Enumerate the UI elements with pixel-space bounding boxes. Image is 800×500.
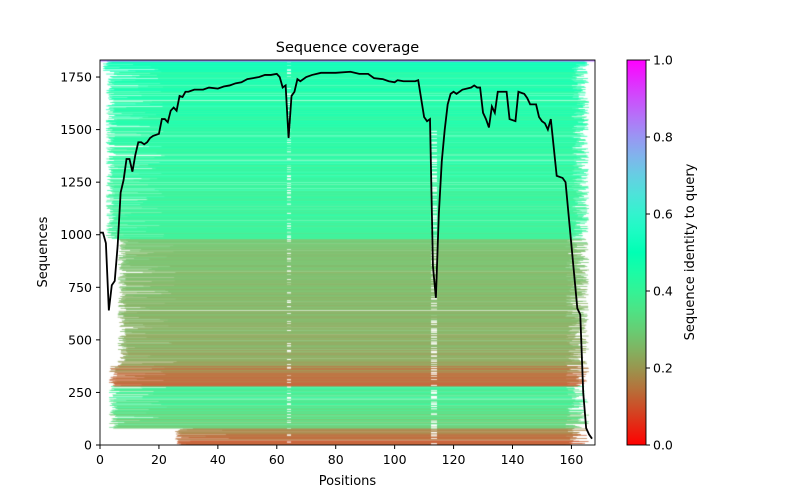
chart-title: Sequence coverage (276, 40, 420, 56)
x-tick-label: 20 (151, 452, 167, 467)
colorbar-tick-label: 0.6 (653, 207, 673, 222)
x-tick-label: 160 (559, 452, 583, 467)
y-tick-label: 250 (68, 385, 92, 400)
plot-frame (99, 59, 596, 446)
x-tick-label: 120 (442, 452, 466, 467)
x-tick-label: 0 (96, 452, 104, 467)
y-tick-label: 1500 (60, 122, 92, 137)
y-axis-label: Sequences (36, 216, 51, 287)
y-tick-label: 0 (84, 438, 92, 453)
y-tick-label: 500 (68, 332, 92, 347)
colorbar-tick-label: 0.4 (653, 284, 673, 299)
y-tick-label: 1750 (60, 70, 92, 85)
colorbar-tick-label: 0.8 (653, 130, 673, 145)
x-tick-label: 140 (501, 452, 525, 467)
colorbar-label: Sequence identity to query (683, 163, 698, 340)
x-tick-label: 40 (210, 452, 226, 467)
colorbar-tick-label: 1.0 (653, 53, 673, 68)
y-tick-label: 750 (68, 280, 92, 295)
y-tick-label: 1000 (60, 227, 92, 242)
x-tick-label: 60 (269, 452, 285, 467)
x-axis-label: Positions (319, 474, 377, 489)
colorbar-tick-label: 0.0 (653, 438, 673, 453)
colorbar-tick-label: 0.2 (653, 361, 673, 376)
colorbar (626, 59, 647, 446)
coverage-line (100, 70, 593, 440)
x-tick-label: 100 (383, 452, 407, 467)
x-tick-label: 80 (328, 452, 344, 467)
y-tick-label: 1250 (60, 175, 92, 190)
msa-heatmap (100, 60, 595, 445)
